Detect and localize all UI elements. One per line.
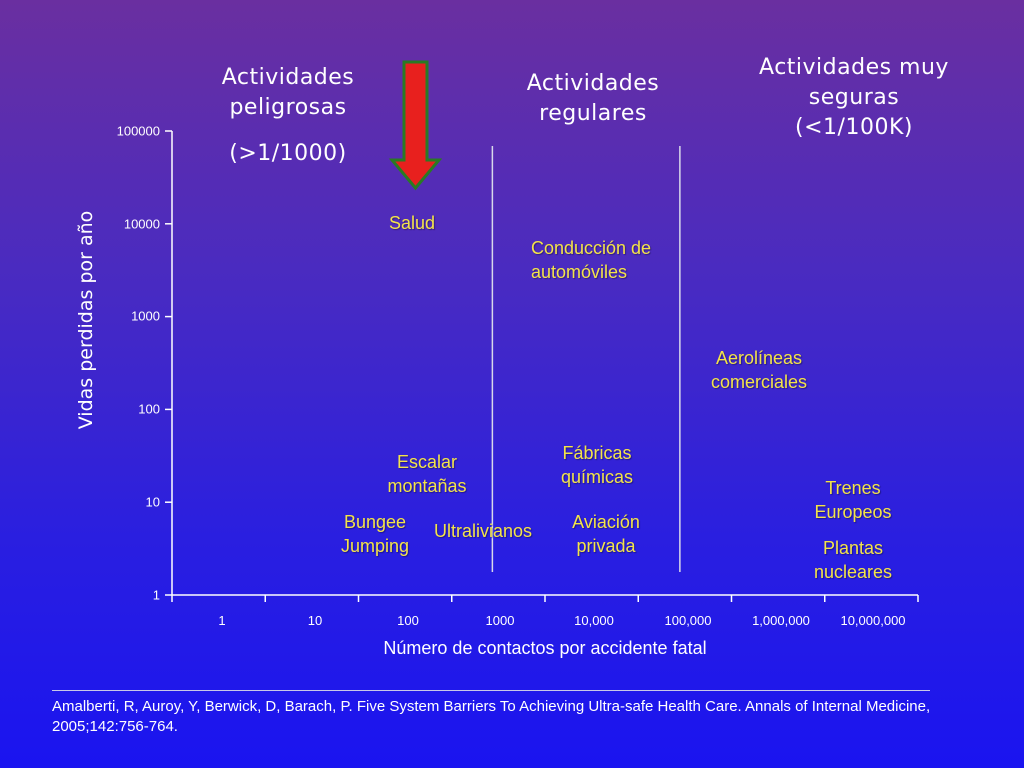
citation-divider <box>52 690 930 691</box>
point-trenes-line2: Europeos <box>814 502 892 522</box>
point-conduccion-line2: automóviles <box>530 262 627 282</box>
y-tick-label: 1000 <box>131 308 160 324</box>
section-very-safe-title-line2: seguras <box>808 85 900 110</box>
y-tick-label: 10000 <box>123 216 160 232</box>
point-ultralivianos: Ultralivianos <box>434 519 532 543</box>
threshold-lines <box>491 146 681 572</box>
chart-axes <box>165 130 919 602</box>
point-salud-label: Salud <box>388 213 436 233</box>
y-tick-label: 100000 <box>116 123 160 139</box>
x-tick-label: 1,000,000 <box>752 613 810 628</box>
y-tick-label: 10 <box>145 494 160 510</box>
section-very-safe-title-line1: Actividades muy <box>759 55 949 80</box>
section-very-safe: Actividades muy seguras (<1/100K) <box>734 53 974 143</box>
down-arrow-shape <box>388 60 443 191</box>
point-fabricas-line1: Fábricas <box>562 443 632 463</box>
point-fabricas-line2: químicas <box>560 467 634 487</box>
point-aviacion: Aviación privada <box>572 510 640 558</box>
citation: Amalberti, R, Auroy, Y, Berwick, D, Bara… <box>52 698 931 735</box>
section-dangerous-title-line2: peligrosas <box>229 95 347 120</box>
section-regular: Actividades regulares <box>493 69 693 129</box>
point-bungee: Bungee Jumping <box>341 510 409 558</box>
x-tick-label: 1 <box>218 613 226 628</box>
point-bungee-line2: Jumping <box>340 536 410 556</box>
point-escalar: Escalar montañas <box>387 450 466 498</box>
point-conduccion: Conducción de automóviles <box>531 236 651 284</box>
section-regular-title-line2: regulares <box>539 101 647 126</box>
section-dangerous-title-line1: Actividades <box>221 65 355 90</box>
section-very-safe-range: (<1/100K) <box>795 115 913 140</box>
x-tick-label: 10 <box>307 613 323 628</box>
section-dangerous: Actividades peligrosas (>1/1000) <box>188 63 388 169</box>
point-ultralivianos-label: Ultralivianos <box>433 521 533 541</box>
y-tick-label: 100 <box>138 401 160 417</box>
section-dangerous-range: (>1/1000) <box>229 141 347 166</box>
point-plantas: Plantas nucleares <box>814 536 892 584</box>
point-bungee-line1: Bungee <box>343 512 407 532</box>
point-escalar-line1: Escalar <box>396 452 458 472</box>
point-salud: Salud <box>389 211 435 235</box>
point-aviacion-line2: privada <box>576 536 636 556</box>
point-plantas-line2: nucleares <box>813 562 893 582</box>
x-tick-label: 1000 <box>485 613 515 628</box>
y-tick-label: 1 <box>152 587 160 603</box>
point-aerolineas: Aerolíneas comerciales <box>711 346 807 394</box>
point-escalar-line2: montañas <box>387 476 467 496</box>
point-plantas-line1: Plantas <box>822 538 884 558</box>
x-tick-label: 10,000,000 <box>840 613 906 628</box>
x-axis-label: Número de contactos por accidente fatal <box>383 638 707 658</box>
point-conduccion-line1: Conducción de <box>530 238 652 258</box>
point-aviacion-line1: Aviación <box>572 512 640 532</box>
x-tick-label: 100,000 <box>664 613 712 628</box>
down-arrow-icon <box>388 60 443 191</box>
point-trenes: Trenes Europeos <box>814 476 891 524</box>
x-tick-label: 10,000 <box>574 613 614 628</box>
point-aerolineas-line1: Aerolíneas <box>715 348 803 368</box>
section-regular-title-line1: Actividades <box>526 71 660 96</box>
point-fabricas: Fábricas químicas <box>561 441 633 489</box>
point-trenes-line1: Trenes <box>825 478 881 498</box>
x-tick-label: 100 <box>397 613 419 628</box>
point-aerolineas-line2: comerciales <box>710 372 808 392</box>
